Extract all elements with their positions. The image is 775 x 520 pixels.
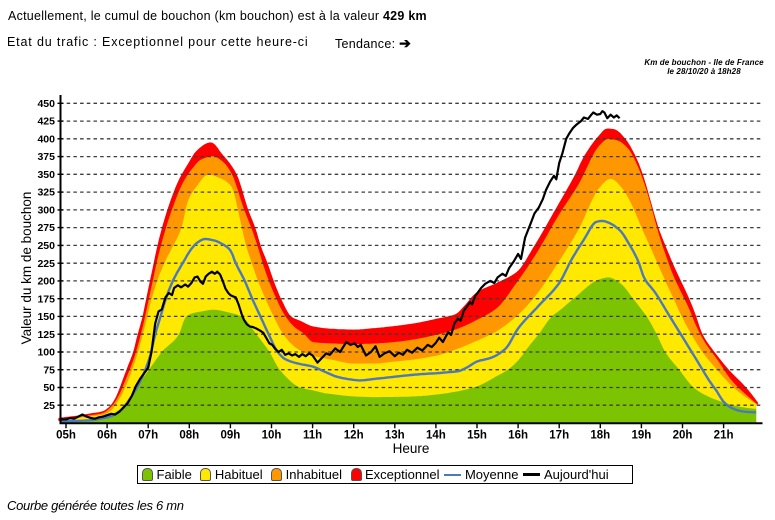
svg-text:10h: 10h — [262, 430, 282, 442]
svg-text:11h: 11h — [303, 430, 322, 442]
svg-text:75: 75 — [43, 364, 55, 376]
svg-text:21h: 21h — [714, 430, 734, 442]
svg-text:13h: 13h — [385, 430, 405, 442]
svg-text:125: 125 — [37, 329, 55, 341]
svg-text:300: 300 — [37, 205, 55, 217]
svg-text:09h: 09h — [220, 430, 240, 442]
svg-text:100: 100 — [37, 347, 55, 359]
svg-text:225: 225 — [37, 258, 55, 270]
svg-text:05h: 05h — [56, 430, 76, 442]
svg-text:14h: 14h — [426, 430, 446, 442]
svg-text:12h: 12h — [344, 430, 364, 442]
svg-text:06h: 06h — [97, 430, 117, 442]
svg-text:15h: 15h — [467, 430, 487, 442]
svg-text:400: 400 — [37, 133, 55, 145]
svg-text:50: 50 — [43, 382, 55, 394]
svg-text:450: 450 — [37, 98, 55, 110]
svg-text:275: 275 — [37, 222, 55, 234]
svg-text:250: 250 — [37, 240, 55, 252]
svg-text:425: 425 — [37, 116, 55, 128]
svg-text:Heure: Heure — [393, 441, 430, 456]
svg-text:08h: 08h — [179, 430, 199, 442]
svg-text:350: 350 — [37, 169, 55, 181]
svg-text:18h: 18h — [590, 430, 610, 442]
svg-text:19h: 19h — [631, 430, 651, 442]
svg-text:175: 175 — [37, 293, 55, 305]
svg-text:325: 325 — [37, 187, 55, 199]
svg-text:25: 25 — [43, 400, 55, 412]
svg-text:20h: 20h — [673, 430, 693, 442]
svg-text:16h: 16h — [508, 430, 528, 442]
svg-text:17h: 17h — [549, 430, 569, 442]
svg-text:200: 200 — [37, 276, 55, 288]
svg-text:07h: 07h — [138, 430, 158, 442]
svg-text:Valeur du km de bouchon: Valeur du km de bouchon — [19, 192, 34, 345]
svg-text:150: 150 — [37, 311, 55, 323]
svg-text:375: 375 — [37, 151, 55, 163]
